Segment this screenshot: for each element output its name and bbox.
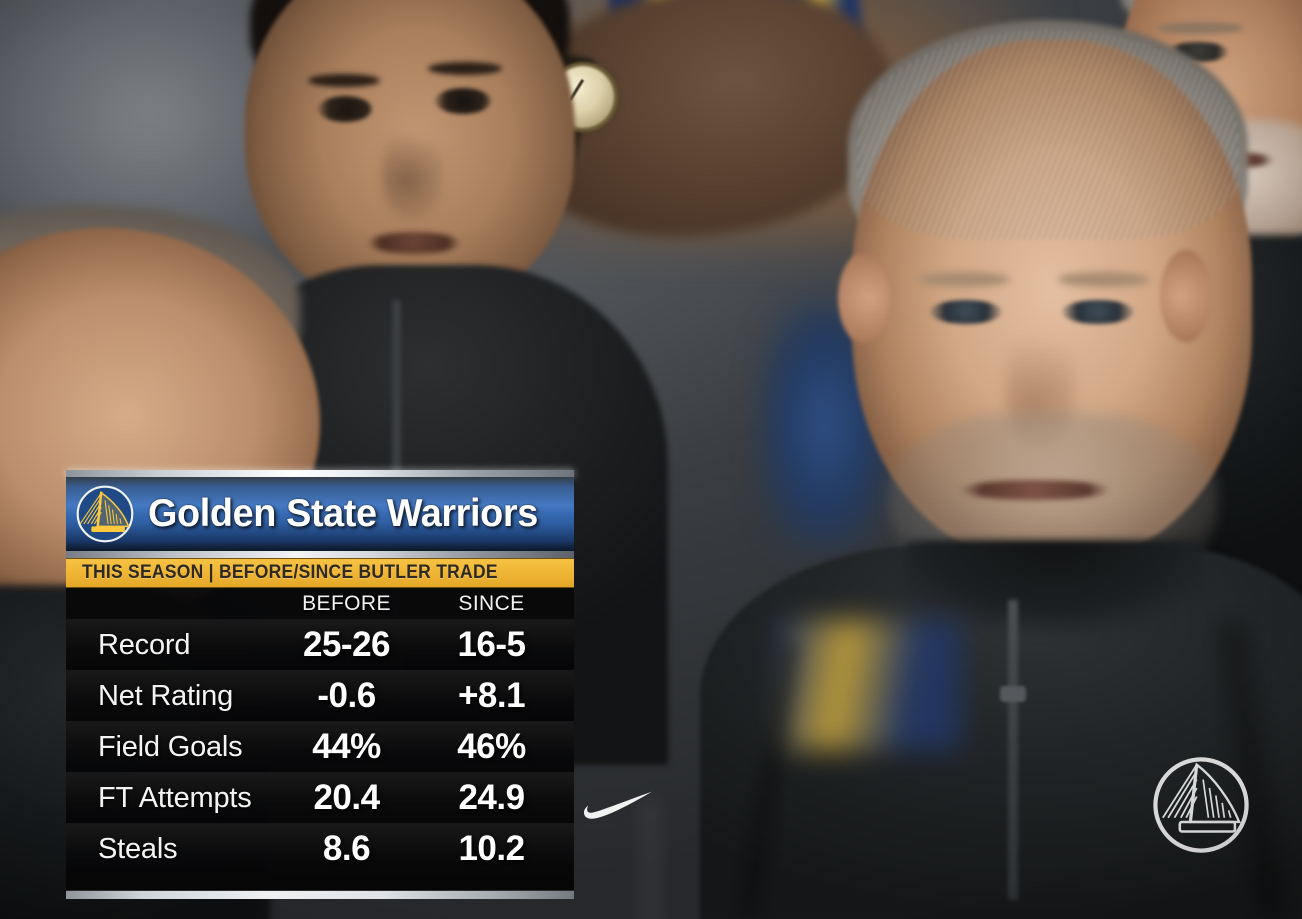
table-row: Steals 8.6 10.2 (66, 823, 574, 874)
assistant-coach-eye-right (435, 88, 491, 114)
stat-value-before: 44% (312, 727, 381, 766)
subtitle-banner: THIS SEASON | BEFORE/SINCE BUTLER TRADE (66, 558, 574, 588)
background-uniform (780, 620, 960, 750)
assistant-coach-eye-left (318, 96, 372, 122)
head-coach-eyebrow-right (1058, 272, 1150, 287)
stat-label: Field Goals (98, 730, 243, 763)
team-name-title: Golden State Warriors (148, 492, 538, 535)
team-title-bar: Golden State Warriors (66, 477, 574, 551)
stat-label: Net Rating (98, 679, 234, 712)
stat-label: Steals (98, 832, 178, 865)
head-coach-hair-texture (858, 30, 1238, 240)
head-coach-ear-left (838, 252, 890, 344)
fabric-fold (640, 800, 660, 919)
stats-lower-third-graphic: Golden State Warriors THIS SEASON | BEFO… (66, 470, 574, 899)
column-header-since: SINCE (458, 591, 525, 615)
head-coach-zipper-pull (1000, 686, 1026, 702)
stat-value-since: +8.1 (457, 676, 526, 715)
stats-table: BEFORE SINCE Record 25-26 16-5 Net Ratin… (66, 588, 574, 890)
head-coach-ear-right (1160, 250, 1212, 342)
assistant-coach-eyebrow-left (308, 74, 380, 87)
head-coach-jacket-zipper (1008, 600, 1018, 900)
stat-value-since: 24.9 (458, 778, 525, 817)
head-coach-mouth (960, 480, 1110, 500)
assistant-coach-nose (382, 120, 442, 220)
assistant-coach-mouth (368, 232, 460, 254)
graphic-bottom-rule (66, 890, 574, 899)
subtitle-text: THIS SEASON | BEFORE/SINCE BUTLER TRADE (82, 562, 498, 583)
warriors-bridge-logo-icon (76, 485, 134, 543)
graphic-top-rule (66, 470, 574, 477)
table-row: Net Rating -0.6 +8.1 (66, 670, 574, 721)
stat-label: Record (98, 628, 191, 661)
table-row: Record 25-26 16-5 (66, 619, 574, 670)
stat-value-before: -0.6 (317, 676, 376, 715)
stat-value-since: 46% (457, 727, 526, 766)
head-coach-eye-left (930, 300, 1002, 324)
head-coach-eyebrow-left (918, 272, 1010, 287)
stat-value-before: 8.6 (322, 829, 371, 868)
column-header-before: BEFORE (302, 591, 391, 615)
stat-label: FT Attempts (98, 781, 252, 814)
rear-staff-eyebrow (1156, 22, 1244, 34)
stat-value-before: 25-26 (302, 625, 391, 664)
stat-value-before: 20.4 (313, 778, 380, 817)
table-row: FT Attempts 20.4 24.9 (66, 772, 574, 823)
assistant-coach-eyebrow-right (428, 62, 502, 75)
warriors-bridge-logo-icon (1153, 757, 1249, 853)
head-coach-eye-right (1062, 300, 1134, 324)
nike-swoosh-icon (584, 791, 652, 819)
stat-value-since: 10.2 (458, 829, 525, 868)
stats-table-bottom-padding (66, 874, 574, 890)
graphic-mid-rule (66, 551, 574, 558)
table-row: Field Goals 44% 46% (66, 721, 574, 772)
stats-table-header-row: BEFORE SINCE (66, 588, 574, 619)
stat-value-since: 16-5 (457, 625, 526, 664)
